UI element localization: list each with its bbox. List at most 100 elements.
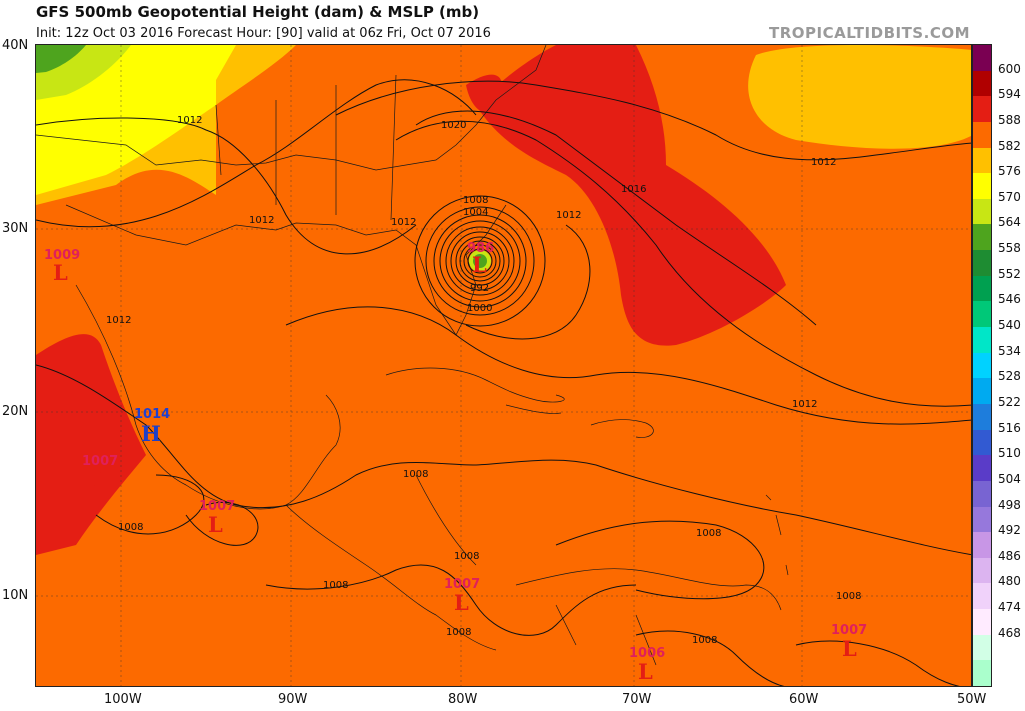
low-marker: L [208, 512, 223, 537]
contour-label: 1008 [118, 522, 143, 533]
colorbar-segment [973, 634, 991, 661]
contour-label: 1012 [556, 210, 581, 221]
colorbar-label: 600 [998, 61, 1021, 76]
colorbar-segment [973, 480, 991, 507]
colorbar-label: 486 [998, 548, 1021, 563]
height-fill-588-plume [476, 45, 786, 346]
hurricane-isobars [414, 195, 546, 327]
lon-label-100w: 100W [104, 692, 142, 707]
lon-label-60w: 60W [789, 692, 819, 707]
contour-label: 1008 [323, 580, 348, 591]
system-value: 1009 [44, 248, 80, 263]
contour-label: 1012 [792, 399, 817, 410]
graticule [36, 45, 971, 686]
contour-label: 1012 [106, 315, 131, 326]
height-fill-588-ne [466, 74, 502, 113]
colorbar-segment [973, 660, 991, 687]
lat-label-40n: 40N [2, 38, 29, 53]
contour-label: 1008 [692, 635, 717, 646]
contour-label: 1008 [403, 469, 428, 480]
low-marker: L [53, 260, 68, 285]
lon-label-50w: 50W [957, 692, 987, 707]
colorbar-segment [973, 173, 991, 200]
contour-label: 1012 [811, 157, 836, 168]
lat-label-10n: 10N [2, 588, 29, 603]
pressure-system-group: 1009 L 1014 H 1007 L 1007 L 986 L 1007 L… [44, 241, 867, 684]
contour-label: 1012 [391, 217, 416, 228]
contour-label-group: 1012 1012 1020 1016 1012 1012 1008 1004 … [106, 115, 861, 646]
map-boundaries [36, 45, 789, 666]
colorbar-segment [973, 378, 991, 405]
system-value: 1006 [629, 646, 665, 661]
map-title: GFS 500mb Geopotential Height (dam) & MS… [36, 3, 480, 21]
colorbar-label: 552 [998, 266, 1021, 281]
colorbar-segment [973, 609, 991, 636]
map-subtitle: Init: 12z Oct 03 2016 Forecast Hour: [90… [36, 26, 491, 41]
colorbar-segment [973, 455, 991, 482]
contour-label: 1012 [249, 215, 274, 226]
contour-label: 1000 [467, 303, 492, 314]
low-marker: L [638, 659, 653, 684]
colorbar-label: 588 [998, 112, 1021, 127]
colorbar-label: 558 [998, 241, 1021, 256]
height-fill-576-east [748, 45, 971, 149]
system-value: 1007 [831, 623, 867, 638]
lon-label-80w: 80W [448, 692, 478, 707]
contour-label: 1008 [463, 195, 488, 206]
system-value: 1007 [199, 499, 235, 514]
hurricane-center-value: 986 [467, 241, 494, 256]
map-panel: 1012 1012 1020 1016 1012 1012 1008 1004 … [35, 44, 972, 687]
contour-label: 992 [470, 283, 489, 294]
brand-watermark: TROPICALTIDBITS.COM [769, 24, 970, 42]
lat-label-30n: 30N [2, 221, 29, 236]
colorbar-segment [973, 301, 991, 328]
colorbar-segment [973, 198, 991, 225]
colorbar-segment [973, 429, 991, 456]
colorbar-segment [973, 147, 991, 174]
colorbar-label: 468 [998, 625, 1021, 640]
colorbar-segment [973, 327, 991, 354]
colorbar-segment [973, 557, 991, 584]
height-fill-558 [36, 45, 86, 73]
colorbar-label: 534 [998, 343, 1021, 358]
contour-label: 1008 [454, 551, 479, 562]
colorbar-segment [973, 532, 991, 559]
colorbar-label: 570 [998, 189, 1021, 204]
hurricane-core-558 [473, 254, 487, 268]
colorbar-label: 540 [998, 318, 1021, 333]
colorbar-segment [973, 506, 991, 533]
colorbar-label: 594 [998, 87, 1021, 102]
contour-label: 1020 [441, 120, 466, 131]
low-marker: L [454, 590, 469, 615]
high-marker: H [141, 421, 161, 446]
colorbar [972, 44, 992, 687]
colorbar-label: 528 [998, 369, 1021, 384]
contour-label: 1016 [621, 184, 646, 195]
contour-label: 1008 [446, 627, 471, 638]
system-value: 1007 [82, 454, 118, 469]
colorbar-label: 474 [998, 600, 1021, 615]
isobars [36, 79, 971, 686]
lon-label-70w: 70W [622, 692, 652, 707]
colorbar-segment [973, 352, 991, 379]
contour-label: 1008 [696, 528, 721, 539]
map-header: GFS 500mb Geopotential Height (dam) & MS… [0, 0, 1025, 44]
colorbar-segment [973, 583, 991, 610]
colorbar-segment [973, 121, 991, 149]
height-fill-588-west [36, 334, 146, 555]
colorbar-segment [973, 250, 991, 277]
colorbar-segment [973, 403, 991, 431]
colorbar-label: 564 [998, 215, 1021, 230]
low-marker: L [842, 636, 857, 661]
colorbar-segment [973, 224, 991, 251]
lat-label-20n: 20N [2, 404, 29, 419]
contour-label: 1008 [836, 591, 861, 602]
colorbar-label: 480 [998, 574, 1021, 589]
system-value: 1007 [444, 577, 480, 592]
lon-label-90w: 90W [278, 692, 308, 707]
contour-label: 1012 [177, 115, 202, 126]
low-marker: L [92, 467, 107, 492]
colorbar-label: 504 [998, 471, 1021, 486]
colorbar-segment [973, 96, 991, 123]
colorbar-label: 546 [998, 292, 1021, 307]
